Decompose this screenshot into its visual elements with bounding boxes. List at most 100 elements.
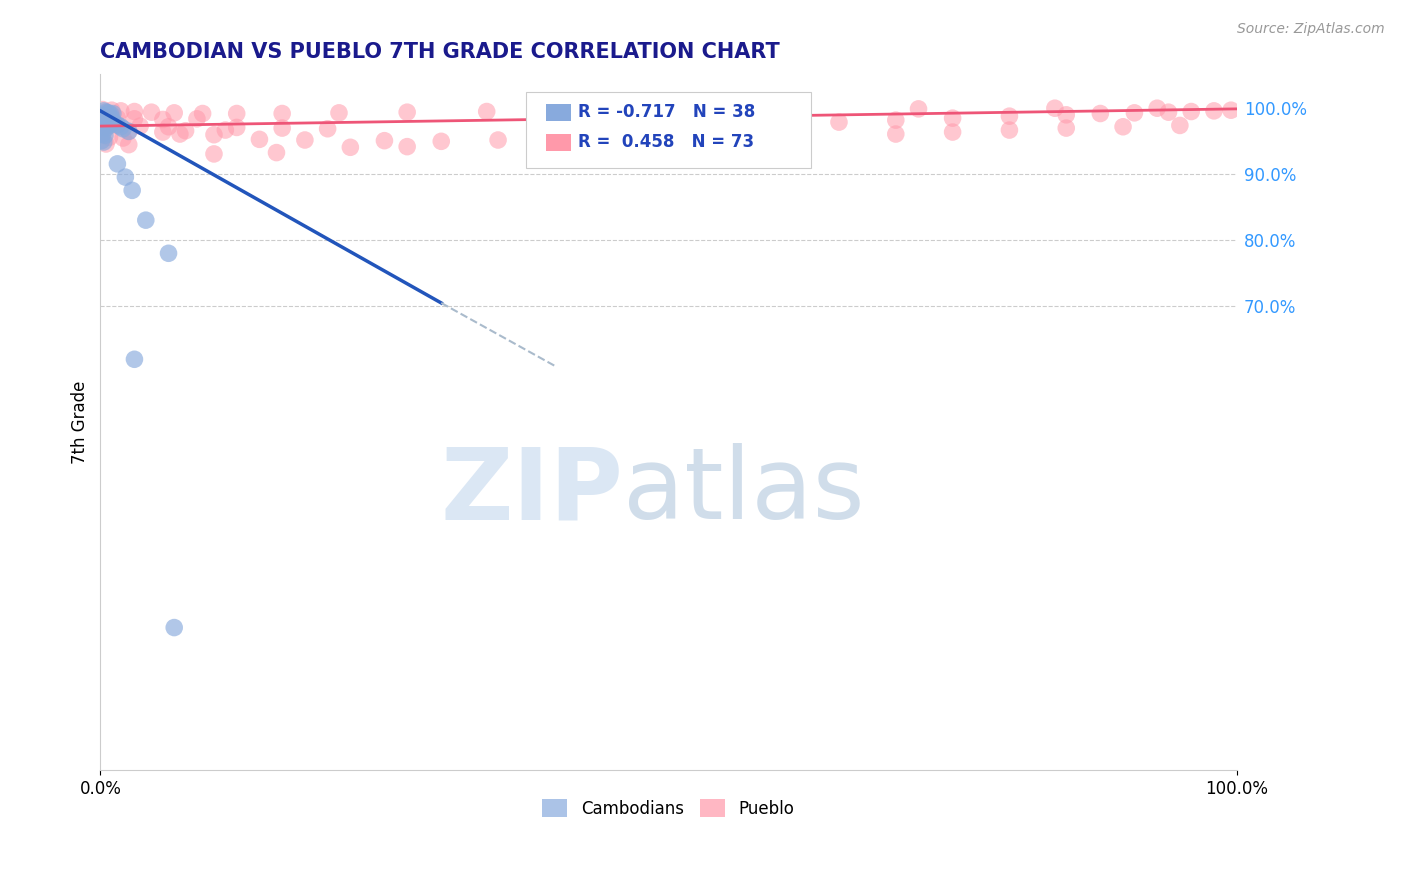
Point (157, 120, 180, 134)
Point (94, 109, 117, 123)
Point (249, 132, 271, 146)
Point (93, 135, 115, 149)
Point (294, 133, 316, 147)
Point (100, 111, 122, 125)
Point (714, 119, 737, 133)
Point (124, 352, 146, 367)
Point (163, 106, 186, 120)
Point (124, 112, 146, 126)
Text: Source: ZipAtlas.com: Source: ZipAtlas.com (1237, 22, 1385, 37)
Point (96, 118, 118, 132)
Point (90, 112, 112, 127)
Point (714, 134, 737, 148)
Point (100, 115, 122, 129)
Point (91, 127, 114, 141)
Point (129, 119, 152, 133)
Point (135, 213, 157, 227)
Point (1157, 105, 1180, 120)
Point (1168, 119, 1191, 133)
Point (214, 123, 236, 137)
Point (328, 106, 350, 120)
Point (186, 112, 208, 126)
Point (544, 131, 567, 145)
Point (114, 170, 136, 185)
Point (202, 147, 225, 161)
Point (339, 140, 361, 154)
Point (112, 121, 135, 136)
Point (373, 134, 395, 148)
Point (1112, 120, 1135, 134)
Point (94, 117, 117, 131)
Point (600, 120, 623, 135)
Point (828, 115, 851, 129)
Point (112, 131, 135, 145)
Point (90, 134, 112, 148)
Point (998, 123, 1021, 137)
Point (884, 127, 907, 141)
Point (98, 111, 121, 125)
Point (98, 130, 121, 145)
Text: R = -0.717   N = 38: R = -0.717 N = 38 (578, 103, 755, 121)
Point (93, 103, 115, 118)
Point (94, 128, 117, 143)
Point (567, 103, 589, 118)
Bar (546, 134, 571, 151)
Point (124, 104, 146, 119)
Point (94, 105, 117, 120)
Point (110, 103, 132, 118)
Point (884, 113, 907, 128)
Point (93, 113, 115, 128)
Point (118, 124, 141, 138)
Point (225, 120, 247, 135)
Point (174, 124, 197, 138)
Point (103, 116, 125, 130)
Point (91, 103, 114, 117)
Point (907, 102, 929, 116)
Point (97, 114, 120, 128)
Point (169, 127, 191, 141)
Point (93, 120, 115, 135)
Point (657, 135, 679, 149)
Point (163, 621, 186, 635)
Point (271, 121, 294, 136)
Point (105, 119, 128, 133)
FancyBboxPatch shape (526, 92, 811, 169)
Point (91, 116, 114, 130)
Point (97, 106, 120, 120)
Point (118, 124, 141, 138)
Point (1180, 104, 1202, 119)
Point (94, 111, 117, 125)
Point (225, 106, 247, 120)
Point (430, 134, 453, 148)
Point (94, 121, 117, 136)
Point (396, 105, 419, 120)
Point (1202, 103, 1225, 118)
Point (669, 103, 692, 118)
Text: atlas: atlas (623, 443, 865, 541)
Point (100, 107, 122, 121)
Point (544, 143, 567, 157)
Point (110, 120, 132, 134)
Point (316, 121, 339, 136)
Point (1220, 103, 1243, 118)
Point (1054, 108, 1077, 122)
Point (94, 136, 117, 151)
Point (1043, 101, 1066, 115)
Point (271, 106, 294, 120)
Point (1054, 121, 1077, 136)
Point (141, 105, 163, 120)
Point (100, 103, 122, 118)
Bar (546, 103, 571, 121)
Point (475, 104, 498, 119)
Point (101, 106, 124, 120)
Point (657, 120, 679, 134)
Point (118, 137, 141, 152)
Point (1146, 101, 1168, 115)
Point (90, 120, 112, 134)
Point (105, 118, 128, 132)
Point (121, 183, 143, 197)
Point (152, 125, 174, 139)
Point (942, 111, 965, 125)
Point (105, 157, 128, 171)
Point (1123, 106, 1146, 120)
